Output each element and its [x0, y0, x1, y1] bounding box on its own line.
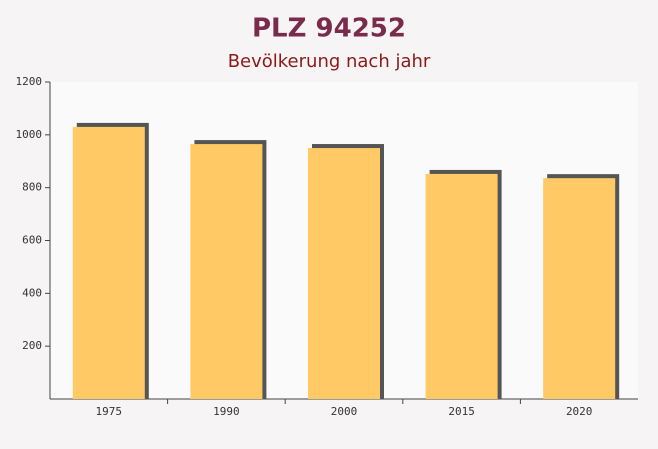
bar	[72, 126, 145, 400]
bar	[190, 144, 263, 399]
y-tick-label: 1200	[16, 75, 43, 88]
chart-title: PLZ 94252	[252, 14, 406, 44]
chart-subtitle: Bevölkerung nach jahr	[228, 51, 431, 72]
x-tick-label: 1975	[96, 405, 123, 418]
x-tick-label: 2020	[566, 405, 593, 418]
x-tick-label: 1990	[213, 405, 240, 418]
bar	[425, 173, 498, 399]
x-tick-label: 2015	[448, 405, 475, 418]
y-tick-label: 600	[22, 234, 42, 247]
bar	[308, 148, 380, 399]
x-tick-label: 2000	[331, 405, 358, 418]
y-tick-label: 200	[22, 339, 42, 352]
y-tick-label: 400	[22, 286, 42, 299]
y-tick-label: 800	[22, 181, 42, 194]
bar	[543, 178, 616, 399]
y-tick-label: 1000	[16, 128, 43, 141]
